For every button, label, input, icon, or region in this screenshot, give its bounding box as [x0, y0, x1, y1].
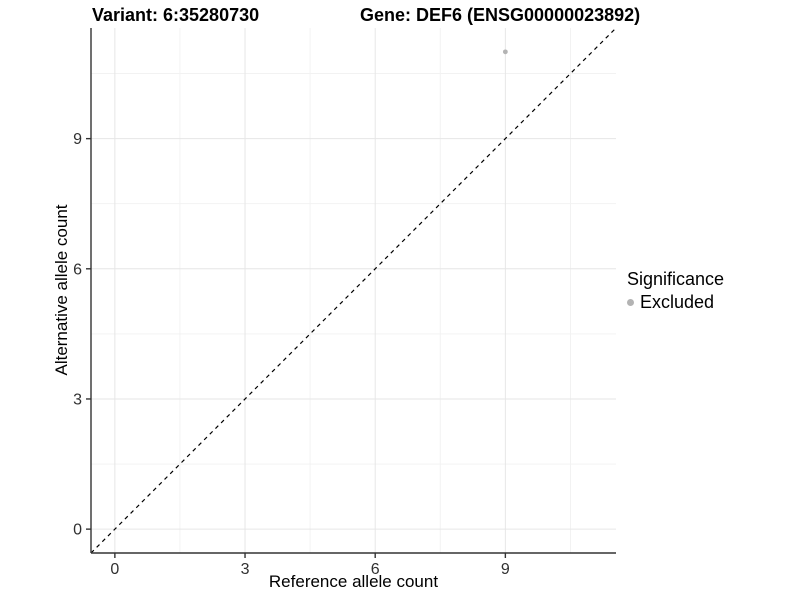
grid-major [91, 28, 616, 553]
x-tick-label: 3 [241, 561, 250, 578]
x-tick-label: 9 [501, 561, 510, 578]
legend-title: Significance [627, 269, 725, 289]
data-points [502, 49, 508, 55]
y-axis-title: Alternative allele count [52, 204, 71, 376]
identity-line [90, 27, 617, 554]
axis-ticks [86, 137, 507, 558]
y-tick-label: 9 [73, 131, 82, 148]
x-axis-title: Reference allele count [268, 572, 439, 591]
plot-title-gene: Gene: DEF6 (ENSG00000023892) [360, 5, 641, 25]
y-tick-label: 0 [73, 522, 82, 539]
x-tick-label: 6 [371, 561, 380, 578]
y-tick-label: 6 [73, 261, 82, 278]
legend-key-dot [627, 298, 634, 306]
x-tick-label: 0 [110, 561, 119, 578]
grid-minor [91, 28, 616, 553]
axis-tick-labels: 0 3 6 9 0 3 6 9 [73, 131, 510, 578]
y-tick-label: 3 [73, 391, 82, 408]
data-point [502, 49, 508, 55]
legend-item-label: Excluded [640, 292, 715, 312]
plot-title-variant: Variant: 6:35280730 [92, 5, 260, 25]
legend-item-excluded: Excluded [627, 291, 724, 313]
legend: Significance Excluded [627, 268, 724, 313]
